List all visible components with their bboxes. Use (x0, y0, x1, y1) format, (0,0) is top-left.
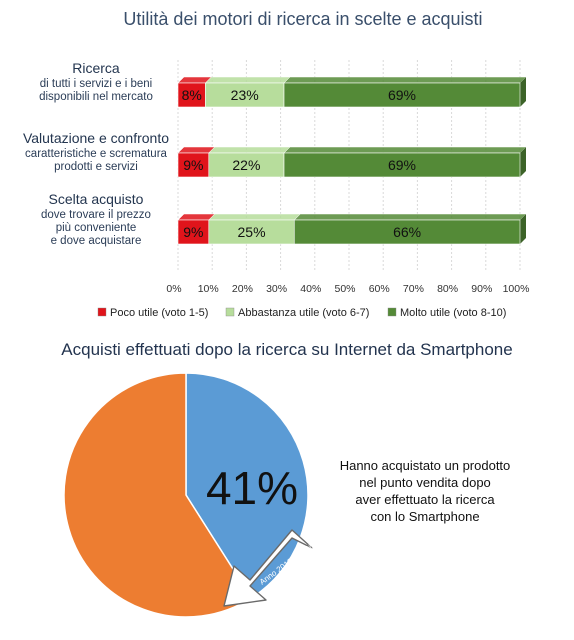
bar-top-face (283, 76, 527, 84)
x-tick-label: 50% (334, 283, 355, 295)
bar-segment (177, 82, 206, 108)
bar-segment (205, 82, 285, 108)
bar-value-label: 9% (183, 157, 203, 173)
x-tick-label: 30% (266, 283, 287, 295)
bar-side-face (520, 77, 526, 107)
legend-label: Poco utile (voto 1-5) (110, 307, 208, 319)
row-sublabel: disponibili nel mercato (39, 91, 153, 103)
row-sublabel: dove trovare il prezzo (41, 209, 151, 221)
note-line: Hanno acquistato un prodotto (340, 458, 511, 473)
bar-value-label: 69% (388, 157, 416, 173)
row-label: Valutazione e confronto (23, 130, 169, 146)
trend-arrow (223, 529, 313, 607)
x-tick-label: 80% (437, 283, 458, 295)
bar-value-label: 22% (232, 157, 260, 173)
legend-label: Abbastanza utile (voto 6-7) (238, 307, 369, 319)
bar-top-face (283, 146, 527, 154)
bar-chart-title: Utilità dei motori di ricerca in scelte … (123, 9, 482, 29)
bar-value-label: 23% (231, 87, 259, 103)
bar-chart-x-ticks: 0% 10% 20% 30% 40% 50% 60% 70% 80% 90% 100% (166, 283, 529, 295)
bar-segment (283, 82, 521, 108)
bar-chart-row-labels: Ricerca di tutti i servizi e i benidispon… (23, 60, 169, 247)
legend-swatch (97, 307, 107, 317)
bar-segment (177, 152, 210, 178)
row-sublabel: prodotti e servizi (54, 161, 138, 173)
legend-swatch (225, 307, 235, 317)
bar-segment (283, 152, 521, 178)
bar-value-label: 69% (388, 87, 416, 103)
row-sublabel: caratteristiche e scrematura (25, 148, 167, 160)
x-tick-label: 70% (403, 283, 424, 295)
bar-top-face (293, 213, 527, 221)
row-label: Scelta acquisto (49, 191, 144, 207)
pie-chart-title: Acquisti effettuati dopo la ricerca su I… (61, 340, 512, 359)
bar-top-face (208, 213, 301, 221)
note-line: con lo Smartphone (370, 509, 479, 524)
row-sublabel: e dove acquistare (51, 235, 142, 247)
bar-value-label: 66% (393, 224, 421, 240)
bar-top-face (177, 146, 216, 154)
legend-label: Molto utile (voto 8-10) (400, 307, 506, 319)
row-sublabel: più conveniente (56, 222, 137, 234)
bar-top-face (177, 213, 216, 221)
bar-top-face (208, 146, 291, 154)
bar-value-label: 9% (183, 224, 203, 240)
bar-side-face (520, 147, 526, 177)
bar-top-face (204, 76, 291, 84)
x-tick-label: 90% (471, 283, 492, 295)
bar-segment (208, 219, 295, 245)
pie-chart: 41%Anno 2013: +23%Anno 2014: +30%Anno 20… (63, 372, 327, 618)
x-tick-label: 60% (369, 283, 390, 295)
bar-value-label: 8% (182, 87, 202, 103)
bar-side-face (520, 214, 526, 244)
bar-segment (293, 219, 521, 245)
x-tick-label: 100% (503, 283, 530, 295)
x-tick-label: 40% (300, 283, 321, 295)
legend-swatch (387, 307, 397, 317)
bar-chart-legend: Poco utile (voto 1-5) Abbastanza utile (v… (97, 307, 506, 319)
x-tick-label: 10% (198, 283, 219, 295)
pie-chart-note: Hanno acquistato un prodotto nel punto ve… (340, 458, 511, 524)
x-tick-label: 0% (166, 283, 181, 295)
x-tick-label: 20% (232, 283, 253, 295)
bar-chart-bars: 8% 23% 69% 9% 22% 69% 9% 25% 66% (177, 76, 527, 245)
pie-value-label: 41% (206, 462, 298, 514)
note-line: aver effettuato la ricerca (355, 492, 495, 507)
row-label: Ricerca (72, 60, 120, 76)
note-line: nel punto vendita dopo (359, 475, 491, 490)
pie-slice (63, 372, 253, 618)
row-sublabel: di tutti i servizi e i beni (40, 78, 153, 90)
bar-value-label: 25% (238, 224, 266, 240)
